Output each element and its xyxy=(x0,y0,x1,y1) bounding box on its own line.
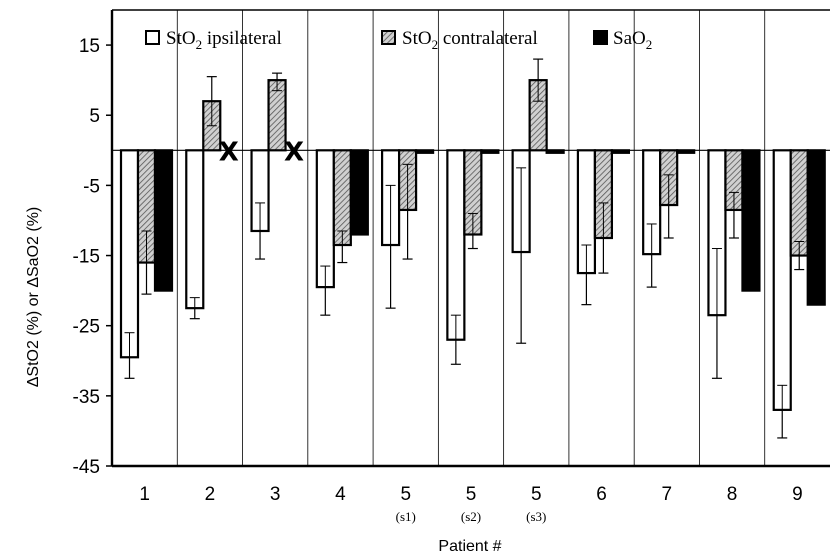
axes-layer xyxy=(106,9,830,468)
x-tick-label: 1 xyxy=(139,484,150,505)
y-tick-label: 5 xyxy=(89,106,100,127)
legend-ipsi-sub: 2 xyxy=(196,37,203,52)
x-tick-label: 9 xyxy=(792,484,803,505)
x-tick-label: 7 xyxy=(662,484,673,505)
grid-layer xyxy=(176,10,766,466)
bar-ipsilateral xyxy=(185,149,205,310)
y-tick-label: 15 xyxy=(79,36,100,57)
y-axis-label: ΔStO2 (%) or ΔSaO2 (%) xyxy=(25,207,42,388)
y-tick-label: -5 xyxy=(83,176,100,197)
x-tick-label: 3 xyxy=(270,484,281,505)
legend-swatch-contralateral xyxy=(381,30,396,45)
legend-ipsi-rest: ipsilateral xyxy=(202,28,282,49)
bar-sao2 xyxy=(741,149,761,292)
legend-contra-main: StO xyxy=(402,28,432,49)
x-tick-label: 5 xyxy=(531,484,542,505)
y-tick-label: -45 xyxy=(73,457,100,478)
bar-ipsilateral xyxy=(772,149,792,411)
bar-ipsilateral xyxy=(119,149,140,359)
legend-label-contralateral: StO2 contralateral xyxy=(402,28,538,52)
legend-sao-sub: 2 xyxy=(646,37,653,52)
bar-contralateral xyxy=(789,149,809,257)
legend-label-ipsilateral: StO2 ipsilateral xyxy=(166,28,282,52)
error-bars-layer xyxy=(124,58,805,439)
missing-data-marker: X xyxy=(284,137,304,167)
legend: StO2 ipsilateral StO2 contralateral SaO2 xyxy=(145,28,652,52)
x-axis-label: Patient # xyxy=(438,538,501,555)
legend-label-sao2: SaO2 xyxy=(613,28,652,52)
bar-sao2 xyxy=(806,149,826,306)
x-tick-label: 5 xyxy=(466,484,477,505)
x-tick-sublabel: (s1) xyxy=(396,509,416,524)
legend-sao-main: SaO xyxy=(613,28,646,49)
x-tick-label: 6 xyxy=(596,484,607,505)
x-tick-label: 8 xyxy=(727,484,738,505)
legend-contra-rest: contralateral xyxy=(438,28,538,49)
legend-ipsi-main: StO xyxy=(166,28,196,49)
bar-sao2 xyxy=(153,149,174,292)
x-tick-labels: 1 2 3 4 5 (s1) 5 (s2) 5 (s3) 6 7 8 9 xyxy=(139,484,802,524)
x-tick-label: 5 xyxy=(400,484,411,505)
legend-contra-sub: 2 xyxy=(432,37,439,52)
y-tick-label: -35 xyxy=(73,387,100,408)
missing-data-marker: X xyxy=(219,137,239,167)
x-tick-label: 4 xyxy=(335,484,346,505)
bar-ipsilateral xyxy=(446,149,466,341)
x-tick-sublabel: (s3) xyxy=(526,509,546,524)
legend-swatch-ipsilateral xyxy=(145,30,160,45)
legend-swatch-sao2 xyxy=(593,30,608,45)
x-tick-label: 2 xyxy=(205,484,216,505)
y-tick-label: -15 xyxy=(73,247,100,268)
x-tick-sublabel: (s2) xyxy=(461,509,481,524)
y-tick-label: -25 xyxy=(73,317,100,338)
y-tick-labels: 15 5 -5 -15 -25 -35 -45 xyxy=(73,36,100,478)
bar-sao2 xyxy=(349,149,369,236)
